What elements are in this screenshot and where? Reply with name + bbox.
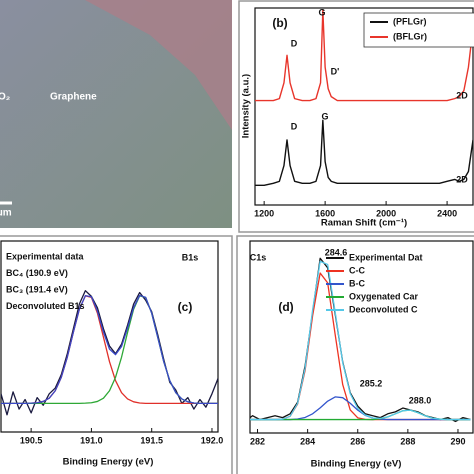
image-label: O₂ — [0, 92, 10, 103]
legend-label: Oxygenated Car — [349, 291, 419, 301]
annotation: D — [291, 121, 298, 131]
annotation: (b) — [272, 16, 287, 30]
x-tick-label: 2400 — [437, 208, 457, 218]
x-tick-label: 191.0 — [80, 435, 103, 445]
series-line — [255, 9, 473, 102]
panel-border — [236, 235, 474, 474]
x-tick-label: 286 — [350, 436, 365, 446]
x-tick-label: 2000 — [376, 208, 396, 218]
panel-border — [238, 0, 474, 233]
x-axis-label: Binding Energy (eV) — [63, 457, 154, 468]
annotation: G — [321, 111, 328, 121]
annotation: D — [291, 38, 298, 48]
x-tick-label: 288 — [400, 436, 415, 446]
plot-area — [1, 290, 218, 416]
x-axis-label: Binding Energy (eV) — [311, 459, 402, 470]
legend-label: Deconvoluted B1s — [6, 301, 85, 311]
image-label: Graphene — [50, 92, 97, 103]
y-axis-label: Intensity (a.u.) — [241, 74, 252, 138]
legend-label: Deconvoluted C — [349, 304, 418, 314]
x-tick-label: 190.5 — [20, 435, 43, 445]
annotation: 2D — [456, 90, 468, 100]
image-label: µm — [0, 208, 12, 219]
legend-label: BC₄ (190.9 eV) — [6, 268, 68, 278]
series-line — [250, 260, 471, 421]
x-tick-label: 191.5 — [140, 435, 163, 445]
annotation: 288.0 — [409, 395, 432, 405]
substrate-region — [85, 0, 232, 130]
legend-label: (BFLGr) — [393, 31, 427, 41]
annotation: C1s — [250, 252, 267, 262]
annotation: 285.2 — [360, 378, 383, 388]
x-tick-label: 192.0 — [201, 435, 224, 445]
plot-area — [250, 257, 471, 423]
legend-label: Experimental Dat — [349, 252, 423, 262]
x-tick-label: 290 — [450, 436, 465, 446]
annotation: B1s — [182, 252, 199, 262]
legend-label: B-C — [349, 278, 365, 288]
annotation: 2D — [456, 174, 468, 184]
plot-frame — [254, 7, 474, 206]
chart-panel: 282 284 286 288 290 Binding Energy (eV) C1s (d)… — [249, 240, 474, 470]
annotation: (d) — [278, 300, 293, 314]
annotation: 284.6 — [325, 247, 348, 257]
annotation: D' — [331, 66, 340, 76]
legend-label: BC₃ (191.4 eV) — [6, 284, 68, 294]
annotation: G — [318, 7, 325, 17]
legend-label: C-C — [349, 265, 365, 275]
series-line — [255, 119, 473, 186]
x-tick-label: 282 — [250, 436, 265, 446]
chart-panel: 190.5 191.0 191.5 192.0 Binding Energy (eV) B… — [0, 240, 224, 468]
legend-box — [363, 12, 474, 48]
x-axis-label: Raman Shift (cm⁻¹) — [321, 218, 407, 229]
chart-panel: 1200 1600 2000 2400 Raman Shift (cm⁻¹) Intens… — [241, 7, 474, 229]
annotation: (c) — [178, 300, 193, 314]
legend-label: Experimental data — [6, 251, 85, 261]
plot-frame — [0, 240, 219, 433]
plot-frame — [249, 240, 474, 434]
panel-border — [0, 235, 233, 474]
x-tick-label: 1600 — [315, 208, 335, 218]
legend-label: (PFLGr) — [393, 16, 427, 26]
micrograph-panel: O₂ Graphene µm — [0, 0, 232, 228]
series-line — [1, 294, 218, 404]
x-tick-label: 1200 — [254, 208, 274, 218]
plot-area — [255, 9, 473, 186]
x-tick-label: 284 — [300, 436, 315, 446]
